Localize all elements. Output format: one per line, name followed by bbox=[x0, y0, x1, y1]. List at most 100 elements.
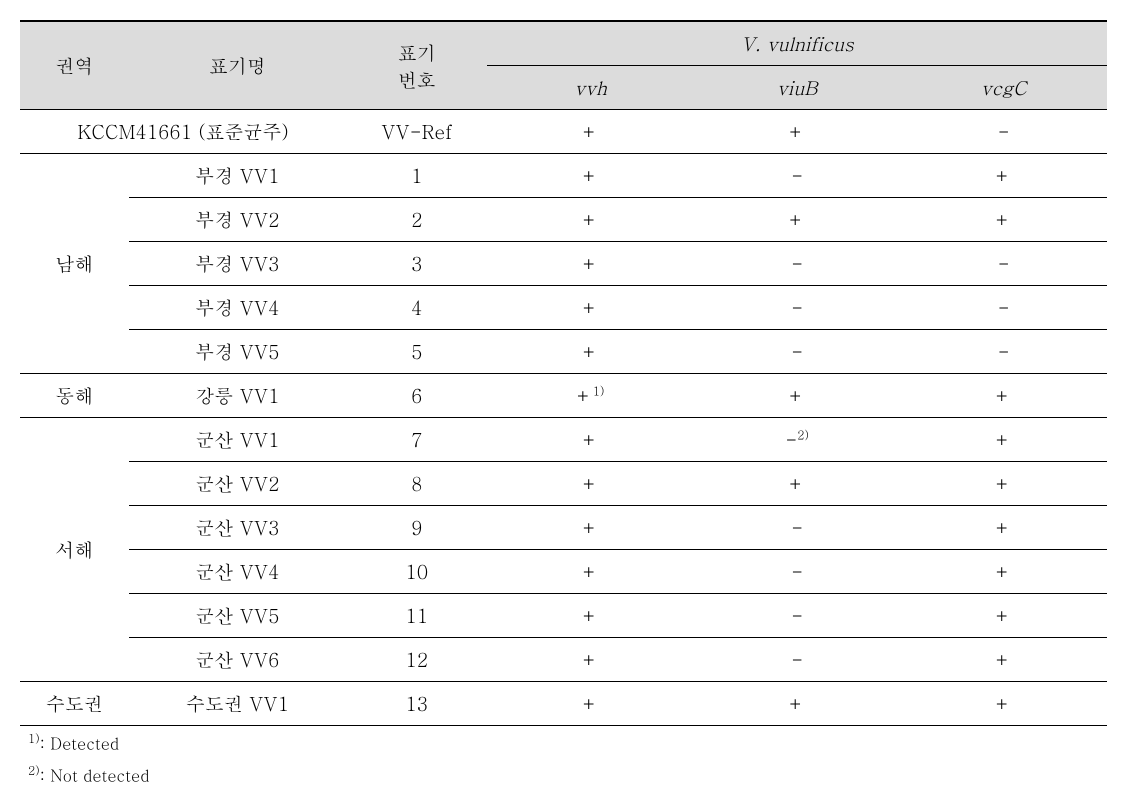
cell-name: 수도권 VV1 bbox=[129, 682, 346, 726]
cell-num: 6 bbox=[346, 374, 487, 418]
table-row: 동해 강릉 VV1 6 +1) + + bbox=[20, 374, 1107, 418]
cell-viub: - bbox=[694, 506, 901, 550]
cell-vvh: + bbox=[487, 462, 694, 506]
table-row: 부경 VV2 2 + + + bbox=[20, 198, 1107, 242]
table-row: 수도권 수도권 VV1 13 + + + bbox=[20, 682, 1107, 726]
footnote-2-text: : Not detected bbox=[40, 764, 150, 787]
cell-num: 11 bbox=[346, 594, 487, 638]
cell-viub: - bbox=[694, 154, 901, 198]
table-container: 권역 표기명 표기 번호 V. vulnificus vvh viuB vcgC… bbox=[20, 20, 1107, 791]
region-seohae: 서해 bbox=[20, 418, 129, 682]
cell-vvh: + bbox=[487, 506, 694, 550]
cell-num: 2 bbox=[346, 198, 487, 242]
cell-num: 13 bbox=[346, 682, 487, 726]
cell-viub: + bbox=[694, 198, 901, 242]
cell-num: 1 bbox=[346, 154, 487, 198]
cell-viub: - bbox=[694, 330, 901, 374]
cell-vvh: + bbox=[487, 418, 694, 462]
region-sudogwon: 수도권 bbox=[20, 682, 129, 726]
cell-num: 12 bbox=[346, 638, 487, 682]
header-name: 표기명 bbox=[129, 21, 346, 110]
cell-num: 9 bbox=[346, 506, 487, 550]
cell-viub: - bbox=[694, 594, 901, 638]
cell-vvh: + bbox=[487, 198, 694, 242]
cell-vcgc: + bbox=[900, 374, 1107, 418]
cell-vcgc: - bbox=[900, 286, 1107, 330]
header-species: V. vulnificus bbox=[487, 21, 1107, 66]
table-row: 군산 VV5 11 + - + bbox=[20, 594, 1107, 638]
footnote-2-sup: 2) bbox=[28, 762, 40, 779]
table-row: 군산 VV2 8 + + + bbox=[20, 462, 1107, 506]
cell-name: 부경 VV2 bbox=[129, 198, 346, 242]
cell-viub: -2) bbox=[694, 418, 901, 462]
cell-vvh: + bbox=[487, 242, 694, 286]
cell-name: 부경 VV1 bbox=[129, 154, 346, 198]
cell-vcgc: + bbox=[900, 594, 1107, 638]
cell-vcgc: + bbox=[900, 506, 1107, 550]
cell-vcgc: + bbox=[900, 682, 1107, 726]
cell-name: 군산 VV5 bbox=[129, 594, 346, 638]
region-donghae: 동해 bbox=[20, 374, 129, 418]
cell-vcgc: + bbox=[900, 418, 1107, 462]
table-row: 서해 군산 VV1 7 + -2) + bbox=[20, 418, 1107, 462]
header-vcgc: vcgC bbox=[900, 66, 1107, 110]
table-row: 군산 VV4 10 + - + bbox=[20, 550, 1107, 594]
cell-name: 군산 VV1 bbox=[129, 418, 346, 462]
cell-num: 8 bbox=[346, 462, 487, 506]
cell-vcgc: + bbox=[900, 462, 1107, 506]
cell-num: 7 bbox=[346, 418, 487, 462]
cell-name: 강릉 VV1 bbox=[129, 374, 346, 418]
table-row: 부경 VV3 3 + - - bbox=[20, 242, 1107, 286]
footnote-1-sup: 1) bbox=[28, 730, 40, 747]
cell-num: 3 bbox=[346, 242, 487, 286]
table-row: 남해 부경 VV1 1 + - + bbox=[20, 154, 1107, 198]
ref-viub: + bbox=[694, 110, 901, 154]
cell-vvh: +1) bbox=[487, 374, 694, 418]
table-row-ref: KCCM41661 (표준균주) VV-Ref + + - bbox=[20, 110, 1107, 154]
cell-num: 5 bbox=[346, 330, 487, 374]
ref-vcgc: - bbox=[900, 110, 1107, 154]
cell-num: 4 bbox=[346, 286, 487, 330]
header-number-l1: 표기 bbox=[398, 39, 436, 66]
cell-name: 부경 VV4 bbox=[129, 286, 346, 330]
cell-vcgc: + bbox=[900, 198, 1107, 242]
cell-num: 10 bbox=[346, 550, 487, 594]
table-row: 군산 VV3 9 + - + bbox=[20, 506, 1107, 550]
cell-vvh: + bbox=[487, 154, 694, 198]
vulnificus-table: 권역 표기명 표기 번호 V. vulnificus vvh viuB vcgC… bbox=[20, 20, 1107, 726]
cell-vvh: + bbox=[487, 550, 694, 594]
cell-vvh: + bbox=[487, 682, 694, 726]
header-number-l2: 번호 bbox=[398, 66, 436, 93]
table-row: 부경 VV5 5 + - - bbox=[20, 330, 1107, 374]
cell-name: 군산 VV3 bbox=[129, 506, 346, 550]
cell-vcgc: + bbox=[900, 638, 1107, 682]
cell-vcgc: + bbox=[900, 550, 1107, 594]
cell-vcgc: - bbox=[900, 242, 1107, 286]
header-number: 표기 번호 bbox=[346, 21, 487, 110]
cell-vvh: + bbox=[487, 638, 694, 682]
cell-viub: + bbox=[694, 374, 901, 418]
cell-viub: - bbox=[694, 638, 901, 682]
footnote-ref-1: 1) bbox=[593, 383, 605, 400]
cell-vcgc: + bbox=[900, 154, 1107, 198]
cell-viub: - bbox=[694, 550, 901, 594]
header-vvh: vvh bbox=[487, 66, 694, 110]
header-region: 권역 bbox=[20, 21, 129, 110]
cell-vvh: + bbox=[487, 594, 694, 638]
cell-name: 군산 VV4 bbox=[129, 550, 346, 594]
header-viub: viuB bbox=[694, 66, 901, 110]
table-row: 부경 VV4 4 + - - bbox=[20, 286, 1107, 330]
cell-vvh: + bbox=[487, 286, 694, 330]
cell-vcgc: - bbox=[900, 330, 1107, 374]
table-row: 군산 VV6 12 + - + bbox=[20, 638, 1107, 682]
region-namhae: 남해 bbox=[20, 154, 129, 374]
cell-name: 부경 VV5 bbox=[129, 330, 346, 374]
footnote-ref-2: 2) bbox=[797, 427, 809, 444]
ref-label: KCCM41661 (표준균주) bbox=[20, 110, 346, 154]
cell-viub: - bbox=[694, 286, 901, 330]
footnote-1-text: : Detected bbox=[40, 731, 119, 754]
cell-vvh: + bbox=[487, 330, 694, 374]
ref-vvh: + bbox=[487, 110, 694, 154]
cell-viub: + bbox=[694, 682, 901, 726]
ref-num: VV-Ref bbox=[346, 110, 487, 154]
